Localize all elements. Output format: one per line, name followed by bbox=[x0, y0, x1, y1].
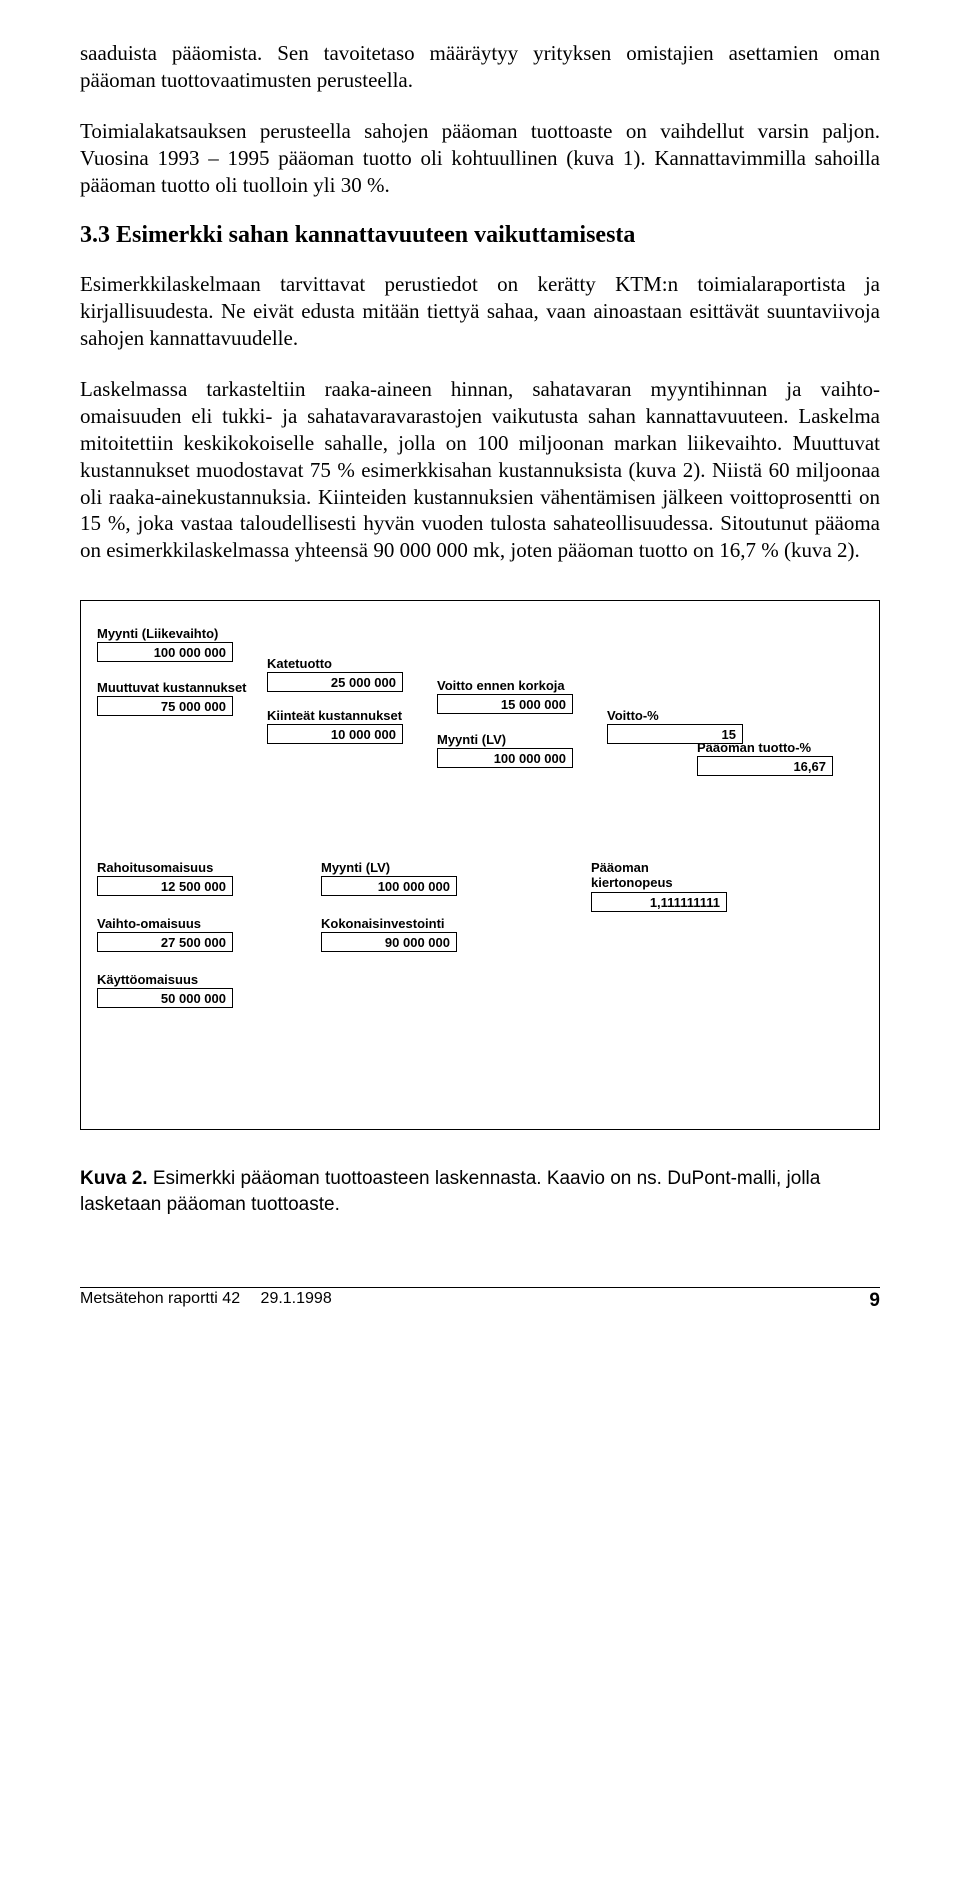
node-label: Muuttuvat kustannukset bbox=[97, 681, 247, 695]
node-myynti_lv3: Myynti (LV)100 000 000 bbox=[321, 861, 471, 896]
node-label: Myynti (Liikevaihto) bbox=[97, 627, 247, 641]
node-kiertonopeus: Pääomankiertonopeus 1,111111111 bbox=[591, 861, 741, 912]
node-myynti_lv: Myynti (Liikevaihto)100 000 000 bbox=[97, 627, 247, 662]
node-value: 100 000 000 bbox=[97, 642, 233, 662]
node-muuttuvat: Muuttuvat kustannukset75 000 000 bbox=[97, 681, 247, 716]
node-rahoitus: Rahoitusomaisuus12 500 000 bbox=[97, 861, 247, 896]
node-value: 15 000 000 bbox=[437, 694, 573, 714]
node-value: 75 000 000 bbox=[97, 696, 233, 716]
node-label: Voitto ennen korkoja bbox=[437, 679, 587, 693]
node-label: Käyttöomaisuus bbox=[97, 973, 247, 987]
node-label: kiertonopeus bbox=[591, 876, 741, 890]
dupont-diagram: Myynti (Liikevaihto)100 000 000Muuttuvat… bbox=[80, 600, 880, 1130]
node-katetuotto: Katetuotto25 000 000 bbox=[267, 657, 417, 692]
paragraph-3: Esimerkkilaskelmaan tarvittavat perustie… bbox=[80, 271, 880, 352]
node-kaytto: Käyttöomaisuus50 000 000 bbox=[97, 973, 247, 1008]
footer-page-number: 9 bbox=[869, 1290, 880, 1312]
node-vaihto: Vaihto-omaisuus27 500 000 bbox=[97, 917, 247, 952]
node-label: Kokonaisinvestointi bbox=[321, 917, 471, 931]
node-value: 12 500 000 bbox=[97, 876, 233, 896]
caption-lead: Kuva 2. bbox=[80, 1168, 148, 1189]
node-myynti_lv2: Myynti (LV)100 000 000 bbox=[437, 733, 587, 768]
page-footer: Metsätehon raportti 42 29.1.1998 9 bbox=[80, 1287, 880, 1312]
node-voitto_pct: Voitto-%15 bbox=[607, 709, 757, 744]
paragraph-1: saaduista pääomista. Sen tavoitetaso mää… bbox=[80, 40, 880, 94]
footer-left: Metsätehon raportti 42 29.1.1998 bbox=[80, 1290, 332, 1312]
node-kiinteat: Kiinteät kustannukset10 000 000 bbox=[267, 709, 417, 744]
node-value: 100 000 000 bbox=[437, 748, 573, 768]
section-heading: 3.3 Esimerkki sahan kannattavuuteen vaik… bbox=[80, 222, 880, 249]
node-label: Vaihto-omaisuus bbox=[97, 917, 247, 931]
node-value: 16,67 bbox=[697, 756, 833, 776]
node-value: 100 000 000 bbox=[321, 876, 457, 896]
node-label: Pääoman bbox=[591, 861, 741, 875]
paragraph-2: Toimialakatsauksen perusteella sahojen p… bbox=[80, 118, 880, 199]
node-value: 50 000 000 bbox=[97, 988, 233, 1008]
node-label: Myynti (LV) bbox=[437, 733, 587, 747]
paragraph-4: Laskelmassa tarkasteltiin raaka-aineen h… bbox=[80, 376, 880, 564]
node-label: Kiinteät kustannukset bbox=[267, 709, 417, 723]
node-value: 25 000 000 bbox=[267, 672, 403, 692]
node-label: Pääoman tuotto-% bbox=[697, 741, 847, 755]
node-value: 27 500 000 bbox=[97, 932, 233, 952]
node-value: 1,111111111 bbox=[591, 892, 727, 912]
node-label: Katetuotto bbox=[267, 657, 417, 671]
node-label: Rahoitusomaisuus bbox=[97, 861, 247, 875]
node-value: 90 000 000 bbox=[321, 932, 457, 952]
node-label: Voitto-% bbox=[607, 709, 757, 723]
node-paaoma_tuotto: Pääoman tuotto-%16,67 bbox=[697, 741, 847, 776]
node-label: Myynti (LV) bbox=[321, 861, 471, 875]
figure-caption: Kuva 2. Esimerkki pääoman tuottoasteen l… bbox=[80, 1166, 880, 1217]
node-voitto_ek: Voitto ennen korkoja15 000 000 bbox=[437, 679, 587, 714]
node-value: 10 000 000 bbox=[267, 724, 403, 744]
node-kokonaisinv: Kokonaisinvestointi90 000 000 bbox=[321, 917, 471, 952]
caption-text: Esimerkki pääoman tuottoasteen laskennas… bbox=[80, 1168, 820, 1215]
